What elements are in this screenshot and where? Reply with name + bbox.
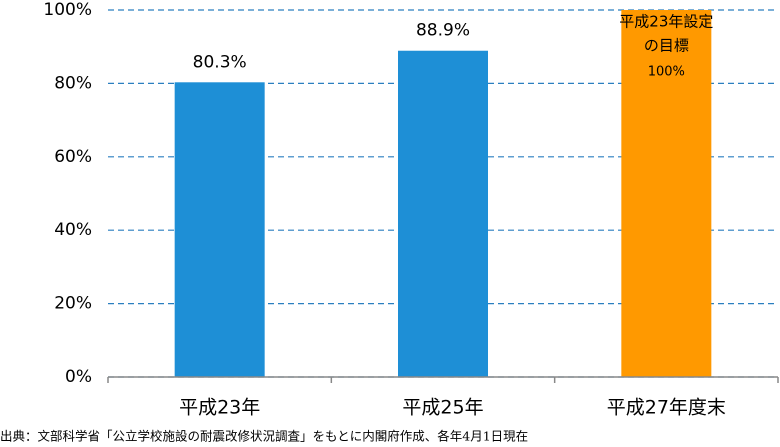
value-label: 80.3% <box>193 52 247 72</box>
value-label: 88.9% <box>416 21 470 41</box>
bar <box>398 50 488 377</box>
bar <box>621 10 712 377</box>
annotation: 平成23年設定 <box>619 13 713 31</box>
y-tick-label: 100% <box>43 0 92 20</box>
y-tick-label: 40% <box>54 220 92 240</box>
y-tick-label: 20% <box>54 294 92 314</box>
y-tick-label: 60% <box>54 147 92 167</box>
annotation: の目標 <box>644 37 689 55</box>
y-tick-label: 0% <box>65 367 92 387</box>
value-label: 100% <box>648 65 685 80</box>
source-note: 出典：文部科学省「公立学校施設の耐震改修状況調査」をもとに内閣府作成、各年4月1… <box>0 429 528 444</box>
x-tick-label: 平成25年 <box>402 397 483 419</box>
x-tick-label: 平成23年 <box>179 397 260 419</box>
y-tick-label: 80% <box>54 73 92 93</box>
x-tick-label: 平成27年度末 <box>607 397 726 419</box>
bar <box>174 82 265 377</box>
